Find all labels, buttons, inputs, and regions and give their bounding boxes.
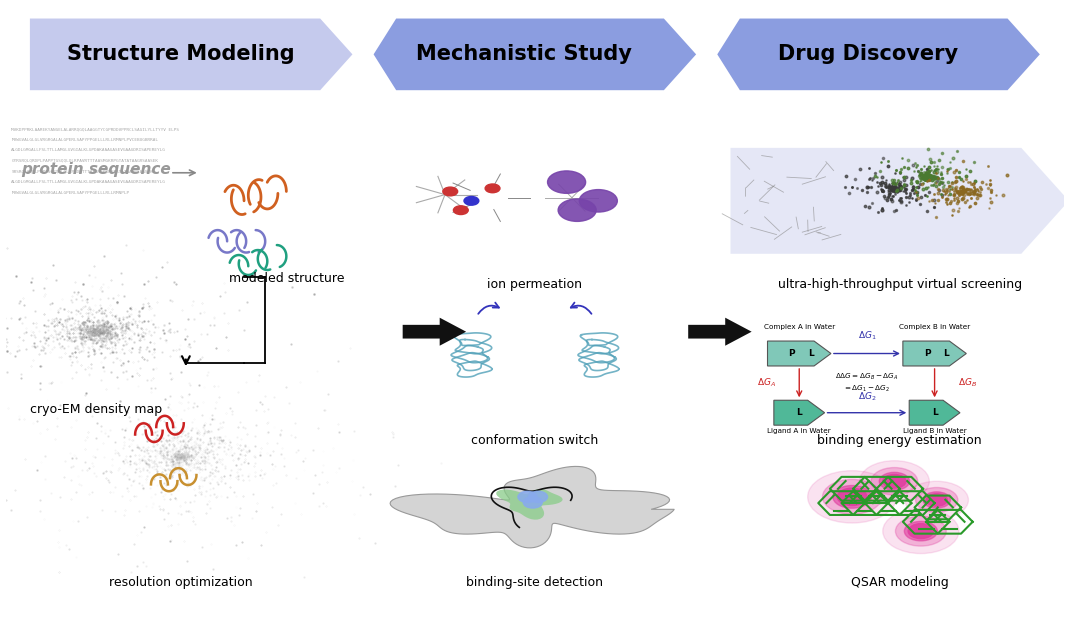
Text: MVKDPPRKLAAREKYANGELALARRQGQLAAGGTYCGPRDDVPPRCLSAGILYLLTYYV ELPS: MVKDPPRKLAAREKYANGELALARRQGQLAAGGTYCGPRD… <box>12 127 179 131</box>
Circle shape <box>905 481 968 519</box>
Circle shape <box>837 488 867 506</box>
Text: MVWGVALGLGLVRGRGALALGPERLSAPYPPGELLLRLLRMNPLP: MVWGVALGLGLVRGRGALALGPERLSAPYPPGELLLRLLR… <box>12 191 130 195</box>
Circle shape <box>822 480 882 515</box>
Circle shape <box>579 190 618 212</box>
Polygon shape <box>403 317 466 346</box>
Circle shape <box>454 206 469 215</box>
Circle shape <box>833 486 871 508</box>
Circle shape <box>927 494 947 506</box>
Text: QSAR modeling: QSAR modeling <box>851 576 949 588</box>
Text: conformation switch: conformation switch <box>471 434 599 447</box>
Circle shape <box>518 491 537 503</box>
Circle shape <box>523 497 542 508</box>
Text: cryo-EM density map: cryo-EM density map <box>30 403 162 416</box>
Circle shape <box>486 184 499 193</box>
Circle shape <box>883 475 906 488</box>
Text: Drug Discovery: Drug Discovery <box>777 44 957 64</box>
Text: L: L <box>797 408 802 417</box>
Text: Mechanistic Study: Mechanistic Study <box>416 44 632 64</box>
Text: Structure Modeling: Structure Modeling <box>67 44 294 64</box>
Polygon shape <box>374 19 697 90</box>
Polygon shape <box>688 317 752 346</box>
Circle shape <box>871 468 918 495</box>
Polygon shape <box>731 148 1065 254</box>
Text: $\Delta G_B$: $\Delta G_B$ <box>957 377 977 389</box>
Circle shape <box>443 187 458 196</box>
Text: GTRSRQLQRDPLPAPPTGSQQLQLRPAVRTTTAASMGKRPGTATATAAGRSAASEK: GTRSRQLQRDPLPAPPTGSQQLQLRPAVRTTTAASMGKRP… <box>12 159 159 163</box>
Text: SRSRGLAQPLPAPTSGPQQLQLRPADRTTTAASMGKRPGTATATAAGRSAASEK: SRSRGLAQPLPAPTSGPQQLQLRPADRTTTAASMGKRPGT… <box>12 170 153 173</box>
Circle shape <box>916 488 957 513</box>
Polygon shape <box>718 19 1039 90</box>
Circle shape <box>547 171 586 193</box>
Text: protein sequence: protein sequence <box>21 162 170 177</box>
Text: ion permeation: ion permeation <box>488 279 583 292</box>
Polygon shape <box>30 19 353 90</box>
Text: L: L <box>932 408 937 417</box>
Text: Complex B in Water: Complex B in Water <box>899 324 970 330</box>
Text: Ligand A in Water: Ligand A in Water <box>768 428 831 434</box>
Text: L: L <box>807 349 814 358</box>
Text: binding energy estimation: binding energy estimation <box>817 434 982 447</box>
Circle shape <box>908 524 934 538</box>
Text: binding-site detection: binding-site detection <box>466 576 604 588</box>
Text: ALGDLGMGALLFSLTTLLAMGLGVGIALKLGPDAKAAAGASEVGAAGDRISAPEREYLG: ALGDLGMGALLFSLTTLLAMGLGVGIALKLGPDAKAAAGA… <box>12 148 166 152</box>
Circle shape <box>880 473 910 490</box>
Circle shape <box>807 471 897 523</box>
Text: $\Delta G_1$: $\Delta G_1$ <box>857 330 876 342</box>
Text: P: P <box>923 349 931 358</box>
Polygon shape <box>390 466 674 548</box>
Circle shape <box>558 199 596 222</box>
Polygon shape <box>910 400 960 425</box>
Polygon shape <box>496 489 562 520</box>
Circle shape <box>859 461 930 502</box>
Circle shape <box>923 492 950 508</box>
Circle shape <box>528 491 547 503</box>
Circle shape <box>883 509 958 553</box>
Text: modeled structure: modeled structure <box>229 272 344 285</box>
Text: $\Delta G_A$: $\Delta G_A$ <box>757 377 776 389</box>
Text: resolution optimization: resolution optimization <box>109 576 252 588</box>
Text: ALGDLGMGALLFSLTTLLAMGLGVGIALKLGPDAKAAAGASEVGAAGDRISAPEREYLG: ALGDLGMGALLFSLTTLLAMGLGVGIALKLGPDAKAAAGA… <box>12 180 166 184</box>
Text: MVWGVALGLGLVRGRGALALGPERLSAPYPPGELLLRLLRMNPLPVCEBUGBRRAL: MVWGVALGLGLVRGRGALALGPERLSAPYPPGELLLRLLR… <box>12 138 159 141</box>
Polygon shape <box>903 341 966 366</box>
Polygon shape <box>774 400 824 425</box>
Text: Complex A in Water: Complex A in Water <box>764 324 835 330</box>
Text: P: P <box>788 349 794 358</box>
Circle shape <box>464 197 479 205</box>
Circle shape <box>896 516 946 546</box>
Polygon shape <box>768 341 831 366</box>
Text: L: L <box>944 349 949 358</box>
Text: $\Delta\Delta G = \Delta G_B - \Delta G_A$
$= \Delta G_1 - \Delta G_2$: $\Delta\Delta G = \Delta G_B - \Delta G_… <box>835 372 899 394</box>
Text: ultra-high-throughput virtual screening: ultra-high-throughput virtual screening <box>777 279 1021 292</box>
Text: Ligand B in Water: Ligand B in Water <box>903 428 966 434</box>
Circle shape <box>904 521 937 541</box>
Text: $\Delta G_2$: $\Delta G_2$ <box>857 390 876 403</box>
